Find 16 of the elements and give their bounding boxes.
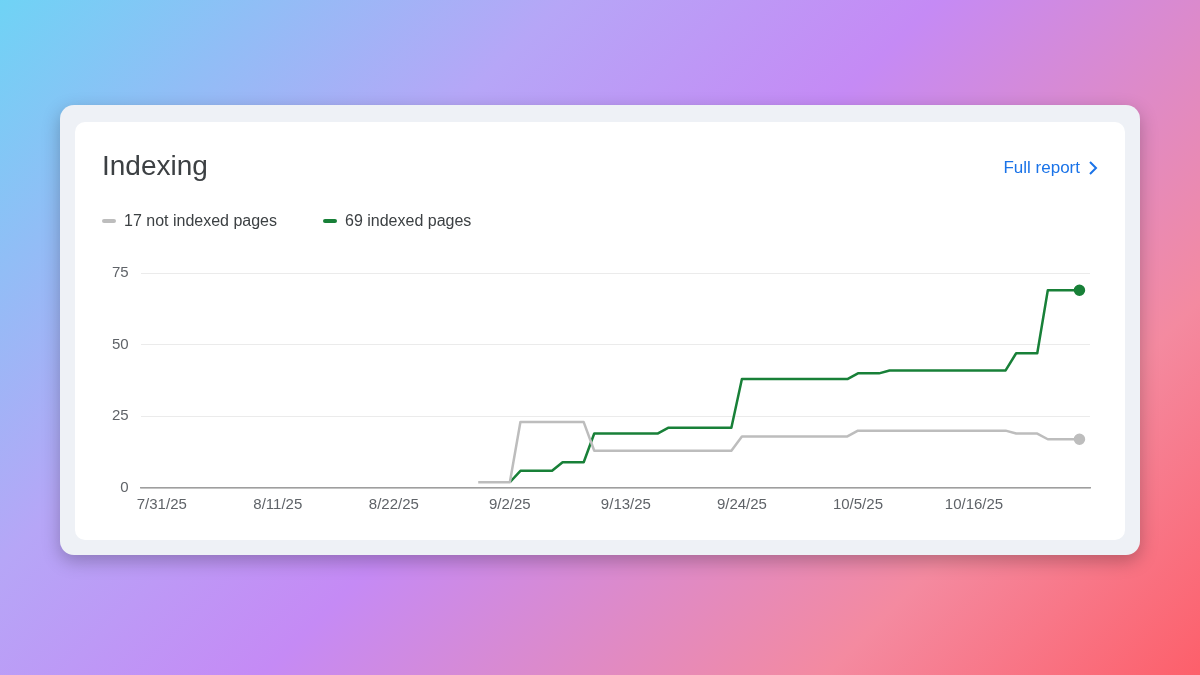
y-tick-label: 50 (112, 334, 129, 352)
x-tick-label: 9/24/25 (716, 495, 767, 513)
text: Full report (1003, 158, 1080, 178)
legend-label: 69 indexed pages (345, 212, 472, 230)
x-tick-label: 9/2/25 (489, 495, 531, 513)
y-tick-label: 25 (112, 406, 129, 424)
legend-label: 17 not indexed pages (124, 212, 278, 230)
chart-title: Indexing (102, 150, 208, 182)
y-tick-label: 75 (112, 263, 129, 281)
x-tick-label: 8/11/25 (253, 495, 303, 513)
x-tick-label: 9/13/25 (600, 495, 651, 513)
x-tick-label: 10/5/25 (832, 495, 883, 513)
x-tick-label: 10/16/25 (944, 495, 1004, 513)
y-tick-label: 0 (120, 478, 129, 496)
x-tick-label: 8/22/25 (368, 495, 419, 513)
x-tick-label: 7/31/25 (136, 495, 187, 513)
